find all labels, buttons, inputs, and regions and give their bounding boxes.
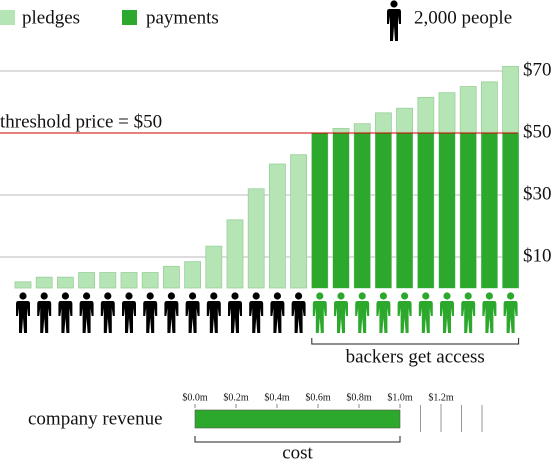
x-tick-label: $0.4m — [264, 392, 290, 403]
person-icon — [16, 292, 30, 333]
legend-swatch — [0, 10, 15, 25]
legend-label: payments — [146, 7, 219, 28]
access-label: backers get access — [346, 346, 485, 367]
payment-bar — [417, 133, 434, 288]
x-tick-label: $0.2m — [223, 392, 249, 403]
person-icon — [58, 292, 73, 333]
x-tick-label: $1.2m — [428, 392, 454, 403]
payment-bar — [311, 133, 328, 288]
person-icon — [397, 292, 412, 333]
payment-bar — [502, 133, 519, 288]
x-tick-label: $0.8m — [346, 392, 372, 403]
person-icon — [418, 292, 433, 333]
person-icon — [249, 292, 264, 333]
revenue-label: company revenue — [28, 408, 163, 429]
pledge-bar — [226, 219, 244, 289]
person-icon — [143, 292, 158, 333]
person-icon — [312, 292, 327, 333]
person-icon — [79, 292, 94, 333]
y-tick-label: $10 — [523, 245, 552, 266]
payment-bar — [354, 133, 371, 288]
cost-bracket — [194, 436, 401, 443]
pledge-bar — [14, 281, 32, 289]
payment-bar — [396, 133, 413, 288]
payment-bar — [460, 133, 477, 288]
pledge-bar — [35, 276, 53, 289]
person-icon — [482, 292, 497, 333]
person-icon — [461, 292, 476, 333]
threshold-label: threshold price = $50 — [0, 111, 162, 132]
pledge-bar — [162, 265, 180, 289]
y-tick-label: $30 — [523, 183, 552, 204]
x-tick-label: $0.0m — [182, 392, 208, 403]
person-icon — [334, 292, 348, 333]
pledge-bar — [99, 272, 117, 289]
person-icon — [206, 292, 221, 333]
person-icon — [270, 292, 285, 333]
person-icon — [164, 292, 179, 333]
pledge-bar — [141, 272, 159, 289]
person-icon — [503, 292, 518, 333]
payment-bar — [481, 133, 498, 288]
legend-person-icon — [387, 0, 401, 41]
pledge-bar — [184, 261, 202, 289]
legend-swatch — [122, 10, 137, 25]
y-tick-label: $50 — [523, 121, 552, 142]
person-icon — [440, 292, 454, 333]
person-icon — [228, 292, 242, 333]
person-icon — [185, 292, 200, 333]
person-icon — [376, 292, 391, 333]
legend-label: pledges — [22, 7, 80, 28]
payment-bar — [333, 133, 349, 288]
person-icon — [355, 292, 370, 333]
x-tick-label: $1.0m — [387, 392, 413, 403]
payment-bar — [375, 133, 392, 288]
unit-label: 2,000 people — [414, 7, 512, 28]
cost-label: cost — [282, 442, 313, 462]
revenue-bar — [194, 409, 401, 429]
pledge-bar — [247, 188, 265, 289]
person-icon — [37, 292, 52, 333]
person-icon — [122, 292, 136, 333]
pledge-bar — [205, 245, 223, 289]
person-icon — [291, 292, 306, 333]
pledge-bar — [78, 272, 95, 289]
pledge-bar — [57, 276, 74, 289]
pledge-bar — [290, 154, 308, 289]
pledge-bar — [120, 272, 138, 289]
x-tick-label: $0.6m — [305, 392, 331, 403]
access-bracket — [311, 338, 520, 345]
y-tick-label: $70 — [523, 59, 552, 80]
person-icon — [100, 292, 115, 333]
payment-bar — [439, 133, 455, 288]
pledge-bar — [268, 163, 286, 289]
